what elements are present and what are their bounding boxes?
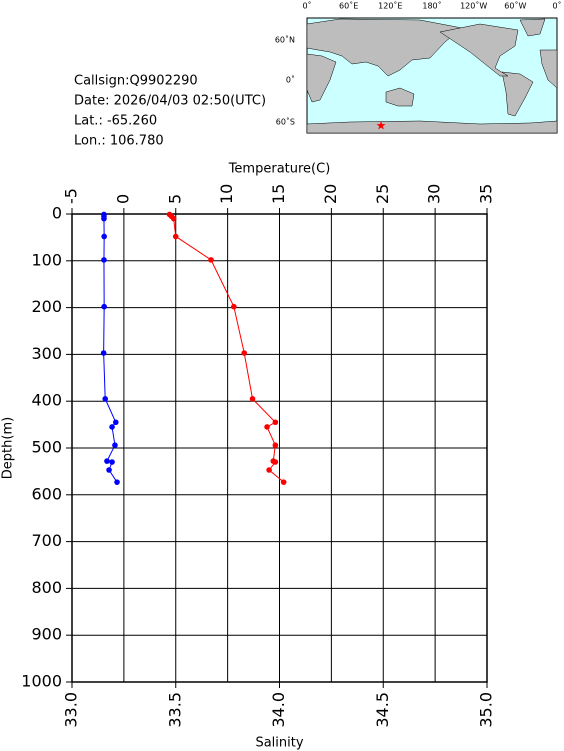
y-tick-label: 500	[31, 438, 62, 457]
x-tick-label: 10	[217, 184, 236, 204]
x-tick-label: 25	[373, 184, 392, 204]
x2-tick-label: 33.5	[165, 692, 184, 728]
profile-line	[103, 214, 118, 483]
profile-line	[169, 214, 284, 483]
x2-tick-label: 34.5	[373, 692, 392, 728]
info-line: Date: 2026/04/03 02:50(UTC)	[74, 94, 266, 109]
profile-point	[101, 303, 107, 310]
profile-point	[241, 350, 248, 356]
profile-point	[264, 424, 270, 430]
map-lat-label: 60˚N	[275, 35, 295, 45]
profile-point	[100, 350, 107, 356]
profile-point	[106, 467, 112, 473]
y-tick-label: 600	[31, 484, 62, 503]
x2-tick-label: 33.0	[62, 692, 81, 728]
map-lon-label: 60˚E	[339, 1, 358, 11]
map-lon-label: 120˚E	[378, 1, 402, 11]
y-tick-label: 800	[31, 578, 62, 597]
profile-point	[114, 479, 120, 485]
profile-point	[231, 303, 237, 310]
info-line: Lat.: -65.260	[74, 114, 157, 129]
profile-point	[101, 257, 107, 263]
x-tick-label: 5	[165, 194, 184, 204]
x2-tick-label: 35.0	[477, 692, 496, 728]
profile-point	[272, 459, 279, 465]
y-tick-label: 1000	[21, 672, 62, 691]
map-lat-label: 0˚	[286, 75, 295, 85]
map-lon-label: 60˚W	[504, 1, 526, 11]
y-axis-title: Depth(m)	[1, 417, 16, 479]
plot-frame	[71, 213, 488, 683]
profile-point	[109, 459, 115, 465]
x-tick-label: 0	[113, 194, 132, 204]
profile-point	[249, 396, 256, 402]
profile-point	[104, 458, 110, 464]
profile-point	[170, 215, 177, 222]
y-tick-label: 0	[52, 204, 62, 223]
map-lon-label: 0˚	[552, 1, 561, 11]
x-tick-label: 30	[425, 184, 444, 204]
map: ★	[306, 17, 558, 134]
profile-point	[102, 396, 108, 402]
station-marker: ★	[376, 119, 387, 133]
profile-point	[172, 233, 179, 240]
profile-point	[112, 419, 119, 426]
profile-point	[109, 424, 115, 430]
y-tick-label: 700	[31, 531, 62, 550]
profile-point	[208, 257, 214, 263]
y-tick-label: 300	[31, 344, 62, 363]
map-lon-label: 120˚W	[460, 1, 487, 11]
y-tick-label: 400	[31, 391, 62, 410]
info-line: Callsign:Q9902290	[74, 74, 198, 89]
info-line: Lon.: 106.780	[74, 134, 164, 149]
profile-point	[266, 467, 272, 473]
map-lat-label: 60˚S	[276, 117, 295, 127]
x-axis-title: Temperature(C)	[228, 162, 331, 177]
profile-point	[272, 419, 279, 426]
profile-point	[112, 442, 118, 448]
x-tick-label: -5	[62, 188, 81, 204]
profile-point	[101, 215, 107, 222]
profile-point	[280, 479, 287, 485]
map-lon-label: 0˚	[302, 1, 311, 11]
x2-tick-label: 34.0	[269, 692, 288, 728]
profile-point	[272, 442, 279, 448]
map-lon-label: 180˚	[422, 1, 441, 11]
y-tick-label: 100	[31, 250, 62, 269]
x-tick-label: 20	[321, 184, 340, 204]
x2-axis-title: Salinity	[255, 736, 303, 751]
map-land	[306, 18, 558, 134]
profile-point	[101, 233, 107, 240]
y-tick-label: 200	[31, 297, 62, 316]
y-tick-label: 900	[31, 625, 62, 644]
x-tick-label: 35	[477, 184, 496, 204]
x-tick-label: 15	[269, 184, 288, 204]
